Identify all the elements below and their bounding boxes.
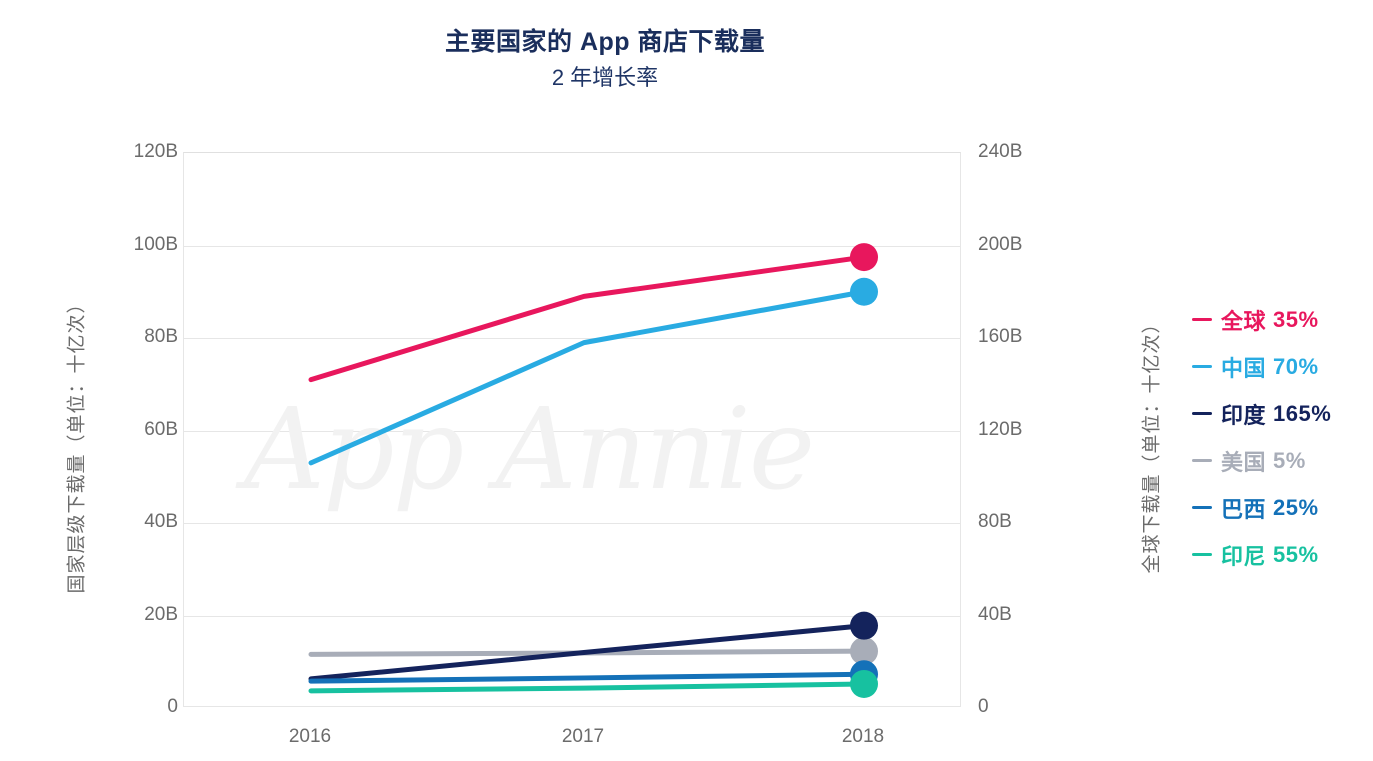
legend-dash-icon xyxy=(1192,365,1212,368)
right-axis-title: 全球下载量（单位：十亿次） xyxy=(1141,313,1163,574)
series-lines xyxy=(308,243,878,698)
legend-item-美国[interactable]: 美国 5% xyxy=(1192,437,1331,484)
legend-dash-icon xyxy=(1192,506,1212,509)
gridline xyxy=(184,338,960,339)
legend-item-value: 165% xyxy=(1273,400,1332,426)
right-tick-label: 80B xyxy=(978,511,1012,532)
left-tick-label: 120B xyxy=(133,141,178,162)
left-axis-title: 国家层级下载量（单位：十亿次） xyxy=(66,293,88,594)
page-title: 主要国家的 App 商店下载量 xyxy=(445,28,765,56)
plot-area: App Annie xyxy=(183,152,961,707)
legend-item-label: 中国 xyxy=(1221,355,1267,381)
left-tick-label: 40B xyxy=(144,511,178,532)
legend-dash-icon xyxy=(1192,553,1212,556)
left-tick-label: 80B xyxy=(144,326,178,347)
legend-item-value: 5% xyxy=(1273,447,1306,473)
legend-item-value: 35% xyxy=(1273,306,1319,332)
page-subtitle: 2 年增长率 xyxy=(551,64,659,90)
right-tick-label: 160B xyxy=(978,326,1023,347)
legend-item-label: 美国 xyxy=(1221,449,1267,475)
right-tick-label: 0 xyxy=(978,696,989,717)
series-line xyxy=(308,681,867,694)
series-line xyxy=(308,671,867,684)
right-tick-label: 240B xyxy=(978,141,1023,162)
right-tick-label: 120B xyxy=(978,418,1023,440)
legend-item-印度[interactable]: 印度 165% xyxy=(1192,390,1331,437)
series-endpoint-marker xyxy=(850,243,878,272)
legend-item-label: 全球 xyxy=(1221,308,1267,334)
legend-item-value: 70% xyxy=(1273,353,1319,379)
gridline xyxy=(184,615,960,617)
legend-item-label: 印度 xyxy=(1221,402,1267,428)
series-endpoint-marker xyxy=(850,277,878,306)
legend-item-巴西[interactable]: 巴西 25% xyxy=(1192,484,1331,531)
legend-item-value: 55% xyxy=(1273,541,1319,567)
legend-dash-icon xyxy=(1192,318,1212,321)
legend-item-value: 25% xyxy=(1273,494,1319,520)
series-line xyxy=(308,623,867,682)
right-tick-label: 40B xyxy=(978,603,1012,625)
legend-item-全球[interactable]: 全球 35% xyxy=(1192,296,1331,343)
series-endpoint-marker xyxy=(850,637,878,666)
gridline xyxy=(184,430,960,432)
legend-item-label: 巴西 xyxy=(1221,496,1267,522)
legend-dash-icon xyxy=(1192,459,1212,462)
series-line xyxy=(308,254,867,383)
series-endpoint-marker xyxy=(850,611,878,640)
x-tick-label: 2016 xyxy=(288,726,332,747)
title-block: 主要国家的 App 商店下载量 2 年增长率 xyxy=(0,26,1210,94)
legend-item-label: 印尼 xyxy=(1221,543,1267,569)
legend: 全球 35% 中国 70% 印度 165% 美国 5% 巴西 25% 印尼 55% xyxy=(1192,296,1331,578)
x-tick-label: 2017 xyxy=(561,726,605,747)
series-line xyxy=(308,289,867,466)
left-tick-label: 0 xyxy=(167,696,178,717)
left-tick-label: 60B xyxy=(144,418,178,440)
right-tick-label: 200B xyxy=(978,233,1023,255)
left-tick-label: 100B xyxy=(133,233,178,255)
left-tick-label: 20B xyxy=(144,603,178,625)
legend-item-中国[interactable]: 中国 70% xyxy=(1192,343,1331,390)
series-endpoint-marker xyxy=(850,669,878,698)
gridline xyxy=(184,245,960,247)
gridline xyxy=(184,523,960,524)
legend-item-印尼[interactable]: 印尼 55% xyxy=(1192,531,1331,578)
legend-dash-icon xyxy=(1192,412,1212,415)
x-tick-label: 2018 xyxy=(841,726,885,747)
